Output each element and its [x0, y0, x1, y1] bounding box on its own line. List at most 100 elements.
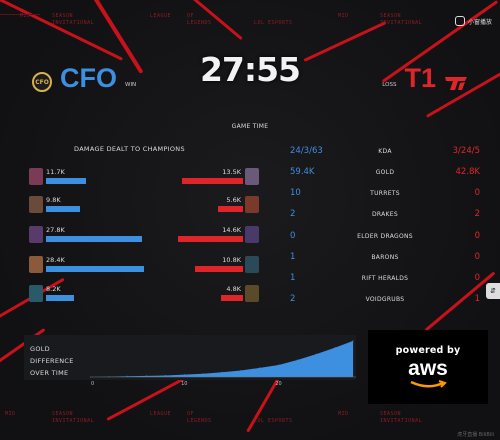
gold-diff-point [315, 353, 317, 355]
stat-row: 0 ELDER DRAGONS 0 [290, 231, 480, 245]
champion-portrait-icon [245, 226, 259, 243]
gold-diff-point [296, 359, 298, 361]
gold-diff-panel: GOLD DIFFERENCE OVER TIME 0 10 20 [24, 335, 356, 387]
stat-left-value: 59.4K [290, 167, 315, 177]
champion-portrait-icon [245, 285, 259, 302]
damage-value: 28.4K [46, 256, 65, 264]
header-strip-text: MID [20, 13, 31, 19]
header-strip-text: OF [187, 13, 195, 19]
champion-portrait-icon [29, 196, 43, 213]
aws-logo: aws [408, 356, 448, 380]
damage-bar [217, 206, 243, 212]
stat-right-value: 0 [474, 252, 480, 262]
gold-diff-label: GOLD DIFFERENCE OVER TIME [30, 343, 74, 379]
gold-diff-point [164, 375, 166, 376]
left-team-name: CFO [60, 63, 117, 93]
side-toggle-button[interactable]: ⇵ [486, 283, 500, 299]
stat-right-value: 0 [474, 188, 480, 198]
stat-right-value: 3/24/5 [452, 146, 480, 156]
sponsor-box: powered by aws [368, 330, 488, 404]
stat-row: 1 BARONS 0 [290, 252, 480, 266]
champion-portrait-icon [245, 256, 259, 273]
damage-value: 10.8K [222, 256, 241, 264]
champion-portrait-icon [29, 256, 43, 273]
game-timer: 27:55 [199, 50, 301, 89]
t1-logo-icon [445, 77, 467, 90]
gold-diff-tick-label: 0 [91, 381, 94, 387]
footer-strip-text: LOL [254, 418, 265, 424]
champion-portrait-icon [245, 168, 259, 185]
gold-diff-point [240, 370, 242, 371]
gold-diff-point [183, 374, 185, 376]
stat-label: RIFT HERALDS [361, 275, 409, 282]
stat-right-value: 0 [474, 273, 480, 283]
right-team-header: LOSS T1 [382, 64, 468, 92]
gold-diff-chart: 0 10 20 [90, 340, 356, 387]
damage-bar [194, 266, 243, 272]
damage-bar [221, 295, 243, 301]
damage-value: 11.7K [46, 168, 65, 176]
stat-left-value: 10 [290, 188, 301, 198]
gold-diff-point [90, 376, 91, 378]
footer-strip-text: INVITATIONAL [380, 418, 423, 424]
gold-diff-point [127, 375, 129, 377]
stream-watermark: 虎牙直播 BiliBili [457, 432, 494, 438]
damage-value: 13.5K [222, 168, 241, 176]
stat-row: 10 TURRETS 0 [290, 188, 480, 202]
gold-diff-tick-label: 10 [181, 381, 187, 387]
header-strip-text: MID [338, 13, 349, 19]
right-team-name: T1 [404, 63, 436, 93]
header-strip-text: LOL [254, 20, 265, 26]
footer-strip: MID SEASON INVITATIONAL LEAGUE OF LEGEND… [0, 408, 500, 432]
stat-left-value: 24/3/63 [290, 146, 323, 156]
stat-label: VOIDGRUBS [365, 296, 405, 303]
left-team-header: CFO CFO WIN [32, 64, 136, 92]
stat-left-value: 0 [290, 231, 296, 241]
stat-label: GOLD [375, 169, 395, 176]
damage-value: 8.2K [46, 285, 61, 293]
stat-right-value: 2 [474, 209, 480, 219]
stat-row: 2 VOIDGRUBS 1 [290, 294, 480, 308]
header-strip-text: SEASON [52, 13, 74, 19]
stat-left-value: 2 [290, 294, 296, 304]
stat-label: KDA [378, 148, 392, 155]
footer-strip-text: MID [5, 411, 16, 417]
mini-window-icon [454, 16, 465, 26]
damage-title: DAMAGE DEALT TO CHAMPIONS [74, 145, 185, 153]
footer-strip-text: LEGENDS [187, 418, 212, 424]
gold-diff-point [108, 376, 110, 378]
damage-value: 4.8K [226, 285, 241, 293]
header-strip-text: INVITATIONAL [380, 20, 423, 26]
gold-diff-point [146, 375, 148, 377]
damage-bar [46, 266, 144, 272]
footer-strip-text: ESPORTS [268, 418, 293, 424]
damage-bar [46, 236, 142, 242]
gold-diff-area [90, 340, 354, 377]
damage-value: 27.8K [46, 226, 65, 234]
stat-right-value: 0 [474, 231, 480, 241]
header-strip-text: INVITATIONAL [52, 20, 95, 26]
mini-window-button[interactable]: 小窗播放 [454, 16, 492, 26]
damage-bar [46, 178, 87, 184]
stat-label: ELDER DRAGONS [357, 233, 413, 240]
mini-window-label: 小窗播放 [467, 18, 492, 26]
header-strip-text: LEAGUE [150, 13, 172, 19]
header-strip: MID SEASON INVITATIONAL LEAGUE OF LEGEND… [0, 10, 500, 34]
damage-value: 5.6K [226, 196, 241, 204]
stat-left-value: 1 [290, 273, 296, 283]
footer-strip-text: MID [338, 411, 349, 417]
aws-smile-icon [410, 379, 447, 388]
damage-value: 9.8K [46, 196, 61, 204]
header-strip-text: SEASON [380, 13, 402, 19]
gold-diff-point [278, 364, 280, 366]
damage-bar [177, 236, 243, 242]
sponsor-powered-by: powered by [395, 344, 461, 356]
stat-row: 1 RIFT HERALDS 0 [290, 273, 480, 287]
right-team-result: LOSS [382, 82, 397, 88]
gold-diff-label-line: DIFFERENCE [30, 357, 74, 365]
stat-label: DRAKES [372, 211, 398, 218]
stat-label: BARONS [371, 254, 399, 261]
stat-label: TURRETS [370, 190, 400, 197]
header-strip-text: LEGENDS [187, 20, 212, 26]
